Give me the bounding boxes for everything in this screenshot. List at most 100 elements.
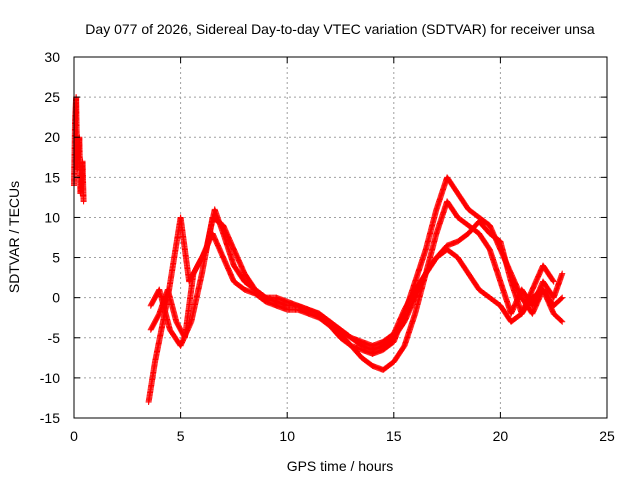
data-point	[465, 222, 472, 229]
data-point	[262, 294, 269, 301]
data-point	[316, 310, 323, 317]
y-tick-label: 0	[52, 290, 60, 306]
x-tick-label: 5	[177, 428, 185, 444]
data-point	[79, 158, 86, 165]
data-point	[156, 310, 163, 317]
data-point	[188, 318, 195, 325]
x-tick-label: 0	[70, 428, 78, 444]
data-point	[540, 278, 547, 285]
data-point	[529, 310, 536, 317]
data-point	[158, 326, 165, 333]
data-point	[486, 230, 493, 237]
data-point	[401, 318, 408, 325]
y-tick-label: 20	[44, 129, 60, 145]
data-point	[326, 318, 333, 325]
axis-ticks: 0 5 10 15 20 25 -15 -10 -5 0 5 10 15 20 25 30	[40, 49, 615, 444]
data-point	[454, 254, 461, 261]
data-point	[550, 278, 557, 285]
data-point	[230, 262, 237, 269]
data-point	[78, 182, 85, 189]
data-point	[145, 398, 152, 405]
data-point	[190, 270, 197, 277]
y-axis-label: SDTVAR / TECUs	[6, 181, 22, 293]
y-tick-label: 30	[44, 49, 60, 65]
data-point	[74, 166, 81, 173]
data-point	[550, 277, 557, 284]
data-point	[164, 286, 171, 293]
data-point	[518, 294, 525, 301]
chart-title: Day 077 of 2026, Sidereal Day-to-day VTE…	[85, 21, 595, 37]
data-point	[152, 358, 159, 365]
data-point	[241, 286, 248, 293]
data-point	[508, 278, 515, 285]
data-point	[529, 286, 536, 293]
data-point	[401, 306, 408, 313]
y-tick-label: 5	[52, 250, 60, 266]
data-point	[444, 198, 451, 205]
data-point	[241, 278, 248, 285]
data-point	[508, 310, 515, 317]
data-point	[497, 238, 504, 245]
data-point	[476, 218, 483, 225]
y-tick-label: 25	[44, 89, 60, 105]
data-point	[465, 206, 472, 213]
data-point	[465, 270, 472, 277]
data-point	[558, 295, 565, 302]
x-tick-label: 25	[599, 428, 615, 444]
data-point	[337, 334, 344, 341]
data-point	[171, 254, 178, 261]
data-point	[454, 214, 461, 221]
data-point	[80, 198, 87, 205]
data-point	[486, 294, 493, 301]
data-point	[433, 206, 440, 213]
data-point	[486, 222, 493, 229]
data-point	[173, 318, 180, 325]
data-point	[358, 342, 365, 349]
data-point	[147, 326, 154, 333]
data-point	[550, 294, 557, 301]
data-point	[390, 334, 397, 341]
data-point	[147, 302, 154, 309]
data-point	[444, 174, 451, 181]
data-point	[412, 294, 419, 301]
data-point	[273, 298, 280, 305]
data-point	[444, 242, 451, 249]
data-point	[348, 334, 355, 341]
data-point	[75, 150, 82, 157]
y-tick-label: 15	[44, 169, 60, 185]
data-point	[508, 318, 515, 325]
data-point	[550, 310, 557, 317]
data-point	[337, 326, 344, 333]
data-point	[230, 278, 237, 285]
y-tick-label: -10	[40, 370, 60, 386]
data-point	[156, 286, 163, 293]
data-point	[454, 190, 461, 197]
series-track-d	[327, 219, 557, 353]
data-point	[211, 206, 218, 213]
data-point	[433, 254, 440, 261]
data-point	[518, 310, 525, 317]
data-point	[294, 302, 301, 309]
data-point	[220, 222, 227, 229]
data-point	[380, 366, 387, 373]
data-point	[422, 270, 429, 277]
x-tick-label: 15	[386, 428, 402, 444]
data-point	[540, 286, 547, 293]
x-tick-label: 10	[279, 428, 295, 444]
data-point	[369, 346, 376, 353]
data-point	[369, 362, 376, 369]
data-point	[230, 246, 237, 253]
x-axis-label: GPS time / hours	[287, 458, 394, 474]
plot-frame	[73, 56, 608, 419]
data-point	[358, 354, 365, 361]
data-point	[497, 278, 504, 285]
data-point	[550, 302, 557, 309]
x-tick-label: 20	[493, 428, 509, 444]
data-point	[559, 270, 566, 277]
data-point	[166, 326, 173, 333]
data-point	[476, 230, 483, 237]
data-point	[401, 342, 408, 349]
data-point	[241, 270, 248, 277]
